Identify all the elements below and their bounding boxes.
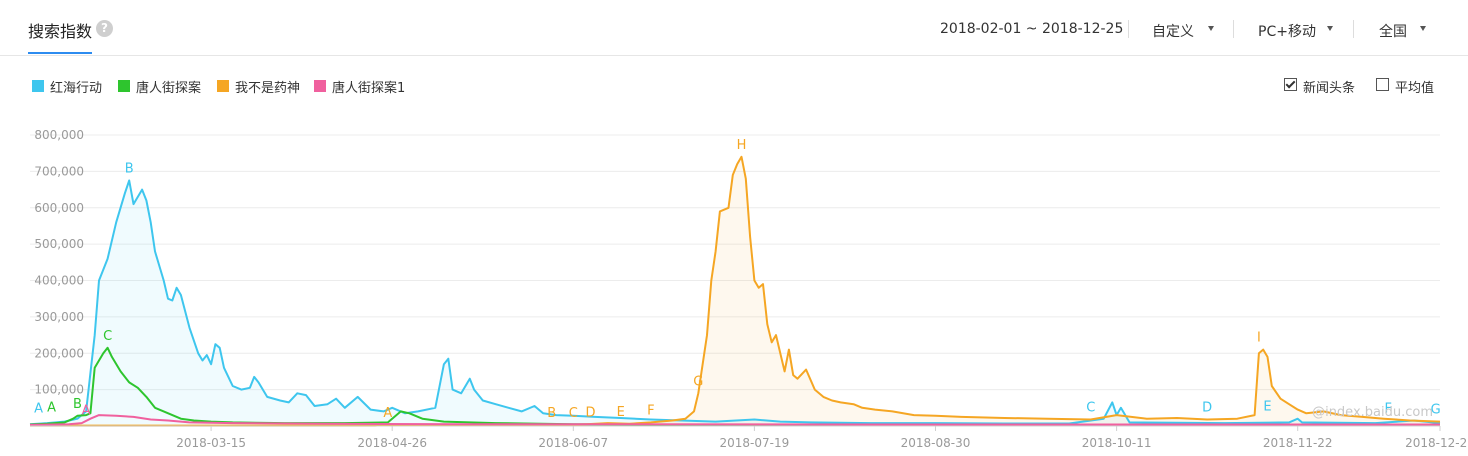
event-marker-label: C: [569, 406, 578, 421]
x-tick-label: 2018-12-25: [1405, 436, 1468, 450]
event-marker-label: C: [103, 329, 112, 344]
event-marker-label: H: [737, 138, 747, 153]
legend-label: 唐人街探案: [136, 81, 202, 96]
series-line: [29, 179, 1441, 426]
average-checkbox[interactable]: [1376, 78, 1389, 91]
legend-swatch: [118, 80, 130, 92]
series-area: [30, 180, 1440, 426]
active-tab-indicator: [28, 52, 92, 54]
x-tick-label: 2018-08-30: [901, 436, 971, 450]
checkmark-icon: [1285, 78, 1296, 89]
page-title: 搜索指数: [28, 22, 93, 41]
event-marker-label: F: [647, 403, 654, 418]
y-tick-label: 300,000: [34, 310, 84, 324]
x-tick-label: 2018-03-15: [176, 436, 246, 450]
event-marker-label: E: [617, 405, 625, 420]
chart-areas: [30, 156, 1440, 427]
event-marker-label: A: [34, 402, 43, 417]
caret-down-icon[interactable]: [1327, 26, 1333, 31]
event-marker-label: I: [1257, 331, 1261, 346]
event-marker-label: G: [693, 374, 703, 389]
x-tick-label: 2018-06-07: [538, 436, 608, 450]
header: 搜索指数 ? 2018-02-01 ~ 2018-12-25 自定义 PC+移动…: [0, 0, 1468, 56]
event-marker-label: D: [586, 406, 596, 421]
event-marker-label: A: [82, 403, 91, 418]
chart-lines: [29, 155, 1441, 427]
news-headlines-label: 新闻头条: [1303, 81, 1356, 96]
event-marker-label: F: [1385, 402, 1392, 417]
y-axis: 100,000 200,000 300,000 400,000 500,000 600,0…: [34, 128, 84, 397]
y-tick-label: 400,000: [34, 274, 84, 288]
x-tick-label: 2018-04-26: [357, 436, 427, 450]
help-circle-icon[interactable]: ?: [96, 20, 113, 37]
event-marker-label: B: [547, 406, 556, 421]
event-marker-label: C: [1086, 400, 1095, 415]
x-tick-label: 2018-11-22: [1263, 436, 1333, 450]
x-tick-label: 2018-07-19: [720, 436, 790, 450]
legend-swatch: [314, 80, 326, 92]
chart-grid: [30, 134, 1440, 391]
average-label: 平均值: [1395, 81, 1435, 96]
y-tick-label: 600,000: [34, 201, 84, 215]
series-line: [29, 414, 1440, 426]
event-marker-label: E: [1263, 400, 1271, 415]
legend-label: 我不是药神: [235, 81, 301, 96]
y-tick-label: 100,000: [34, 383, 84, 397]
watermark: @index.baidu.com: [1312, 405, 1433, 420]
event-marker-label: B: [125, 161, 134, 176]
caret-down-icon[interactable]: [1420, 26, 1426, 31]
legend-swatch: [217, 80, 229, 92]
date-range-picker[interactable]: 2018-02-01 ~ 2018-12-25: [940, 21, 1124, 37]
x-axis: 2018-03-15 2018-04-26 2018-06-07 2018-07-19…: [30, 425, 1468, 450]
y-tick-label: 700,000: [34, 164, 84, 178]
y-tick-label: 800,000: [34, 128, 84, 142]
caret-down-icon[interactable]: [1208, 26, 1214, 31]
region-dropdown[interactable]: 全国: [1379, 24, 1407, 40]
y-tick-label: 200,000: [34, 346, 84, 360]
legend-swatch: [32, 80, 44, 92]
device-dropdown[interactable]: PC+移动: [1258, 24, 1316, 40]
event-marker-label: B: [73, 397, 82, 412]
mode-dropdown[interactable]: 自定义: [1152, 24, 1194, 40]
divider: [1128, 20, 1129, 38]
event-marker-label: A: [383, 406, 392, 421]
series-area: [30, 156, 1440, 427]
search-index-chart: 100,000 200,000 300,000 400,000 500,000 600,0…: [29, 128, 1468, 450]
event-marker-label: A: [47, 400, 56, 415]
y-tick-label: 500,000: [34, 237, 84, 251]
event-marker-label: G: [1431, 403, 1441, 418]
legend-label: 唐人街探案1: [332, 81, 406, 96]
x-tick-label: 2018-10-11: [1082, 436, 1152, 450]
series-line: [30, 155, 1441, 427]
news-headlines-checkbox[interactable]: [1284, 78, 1297, 91]
event-marker-label: D: [1202, 400, 1212, 415]
divider: [1353, 20, 1354, 38]
legend-label: 红海行动: [50, 81, 103, 96]
divider: [1233, 20, 1234, 38]
